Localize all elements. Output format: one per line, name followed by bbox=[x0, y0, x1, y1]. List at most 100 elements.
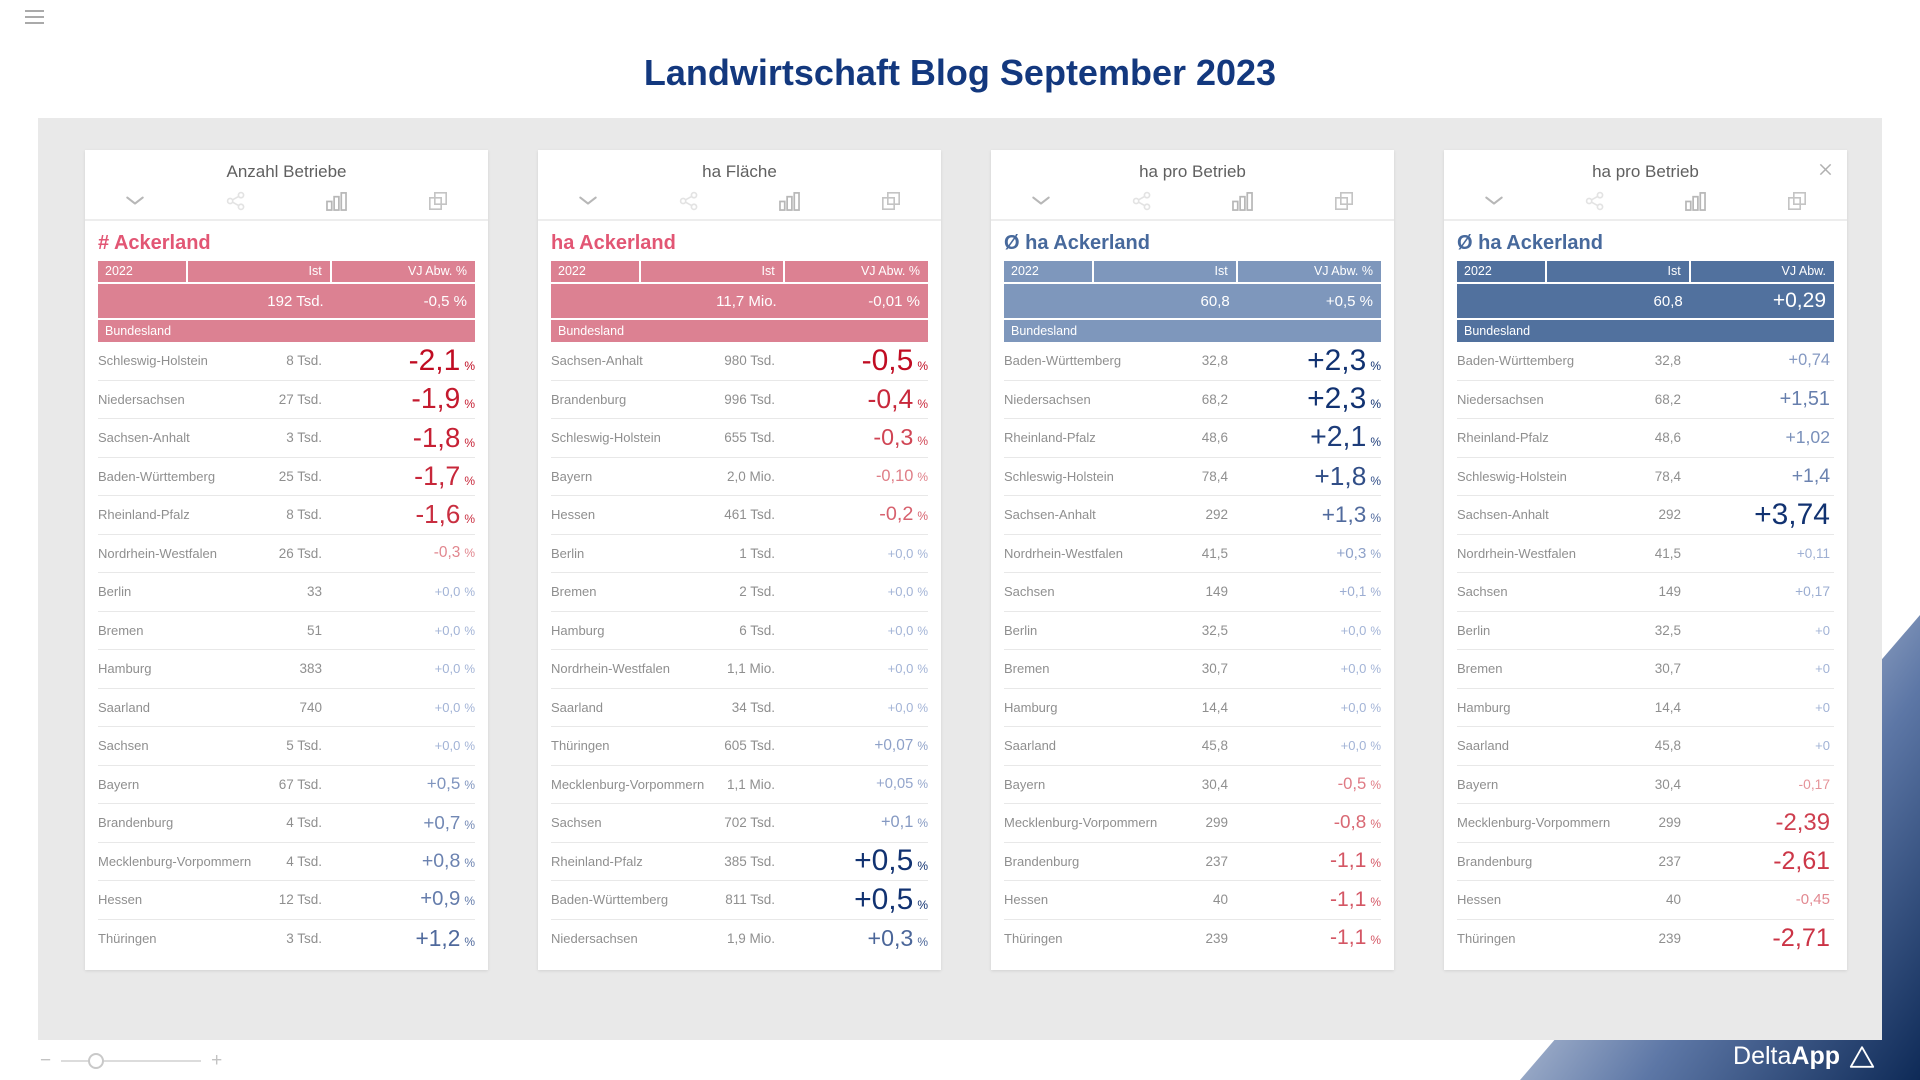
table-row[interactable]: Sachsen 702 Tsd. +0,1 % bbox=[551, 803, 928, 842]
chevron-down-icon[interactable] bbox=[1483, 195, 1505, 207]
table-row[interactable]: Bremen 2 Tsd. +0,0 % bbox=[551, 572, 928, 611]
table-row[interactable]: Bayern 67 Tsd. +0,5 % bbox=[98, 764, 475, 804]
table-row[interactable]: Schleswig-Holstein 78,4 +1,4 bbox=[1457, 456, 1834, 496]
table-row[interactable]: Brandenburg 237 -1,1 % bbox=[1004, 841, 1381, 881]
table-row[interactable]: Niedersachsen 1,9 Mio. +0,3 % bbox=[551, 918, 928, 958]
zoom-out-icon[interactable]: − bbox=[40, 1050, 52, 1071]
table-row[interactable]: Rheinland-Pfalz 385 Tsd. +0,5 % bbox=[551, 841, 928, 881]
table-row[interactable]: Schleswig-Holstein 78,4 +1,8 % bbox=[1004, 456, 1381, 496]
table-row[interactable]: Brandenburg 237 -2,61 bbox=[1457, 841, 1834, 881]
table-row[interactable]: Hamburg 383 +0,0 % bbox=[98, 649, 475, 688]
col-header-year[interactable]: 2022 bbox=[1457, 261, 1546, 282]
table-row[interactable]: Hessen 40 -0,45 bbox=[1457, 880, 1834, 919]
copy-windows-icon[interactable] bbox=[428, 191, 448, 211]
table-row[interactable]: Hamburg 14,4 +0 bbox=[1457, 687, 1834, 727]
column-chart-icon[interactable] bbox=[1231, 191, 1254, 211]
table-row[interactable]: Hessen 12 Tsd. +0,9 % bbox=[98, 880, 475, 919]
table-row[interactable]: Rheinland-Pfalz 48,6 +2,1 % bbox=[1004, 418, 1381, 457]
col-header-year[interactable]: 2022 bbox=[98, 261, 187, 282]
table-row[interactable]: Saarland 34 Tsd. +0,0 % bbox=[551, 687, 928, 727]
table-row[interactable]: Hessen 461 Tsd. -0,2 % bbox=[551, 495, 928, 534]
group-header[interactable]: Bundesland bbox=[1004, 320, 1381, 342]
share-icon[interactable] bbox=[679, 191, 699, 211]
table-row[interactable]: Sachsen 149 +0,17 bbox=[1457, 572, 1834, 611]
col-header-year[interactable]: 2022 bbox=[1004, 261, 1093, 282]
table-row[interactable]: Baden-Württemberg 32,8 +0,74 bbox=[1457, 342, 1834, 380]
table-row[interactable]: Berlin 32,5 +0,0 % bbox=[1004, 610, 1381, 650]
zoom-slider[interactable]: − + bbox=[40, 1050, 223, 1071]
table-row[interactable]: Bremen 30,7 +0 bbox=[1457, 649, 1834, 688]
table-row[interactable]: Sachsen-Anhalt 292 +1,3 % bbox=[1004, 495, 1381, 534]
copy-windows-icon[interactable] bbox=[1334, 191, 1354, 211]
col-header-ist[interactable]: Ist bbox=[1094, 261, 1236, 282]
table-row[interactable]: Rheinland-Pfalz 48,6 +1,02 bbox=[1457, 418, 1834, 457]
table-row[interactable]: Thüringen 3 Tsd. +1,2 % bbox=[98, 918, 475, 958]
group-header[interactable]: Bundesland bbox=[1457, 320, 1834, 342]
column-chart-icon[interactable] bbox=[325, 191, 348, 211]
table-row[interactable]: Berlin 32,5 +0 bbox=[1457, 610, 1834, 650]
table-row[interactable]: Thüringen 605 Tsd. +0,07 % bbox=[551, 726, 928, 765]
table-row[interactable]: Sachsen 149 +0,1 % bbox=[1004, 572, 1381, 611]
group-header[interactable]: Bundesland bbox=[551, 320, 928, 342]
table-row[interactable]: Mecklenburg-Vorpommern 1,1 Mio. +0,05 % bbox=[551, 764, 928, 804]
col-header-dev[interactable]: VJ Abw. % bbox=[1237, 261, 1381, 282]
table-row[interactable]: Thüringen 239 -2,71 bbox=[1457, 918, 1834, 958]
col-header-dev[interactable]: VJ Abw. bbox=[1690, 261, 1834, 282]
chevron-down-icon[interactable] bbox=[124, 195, 146, 207]
table-row[interactable]: Schleswig-Holstein 655 Tsd. -0,3 % bbox=[551, 418, 928, 457]
table-row[interactable]: Hamburg 14,4 +0,0 % bbox=[1004, 687, 1381, 727]
table-row[interactable]: Sachsen 5 Tsd. +0,0 % bbox=[98, 726, 475, 765]
table-row[interactable]: Nordrhein-Westfalen 26 Tsd. -0,3 % bbox=[98, 533, 475, 573]
table-row[interactable]: Sachsen-Anhalt 3 Tsd. -1,8 % bbox=[98, 418, 475, 457]
col-header-dev[interactable]: VJ Abw. % bbox=[784, 261, 928, 282]
table-row[interactable]: Berlin 1 Tsd. +0,0 % bbox=[551, 533, 928, 573]
table-row[interactable]: Niedersachsen 68,2 +2,3 % bbox=[1004, 379, 1381, 419]
col-header-dev[interactable]: VJ Abw. % bbox=[331, 261, 475, 282]
chevron-down-icon[interactable] bbox=[577, 195, 599, 207]
chevron-down-icon[interactable] bbox=[1030, 195, 1052, 207]
table-row[interactable]: Saarland 740 +0,0 % bbox=[98, 687, 475, 727]
zoom-slider-handle[interactable] bbox=[88, 1053, 105, 1069]
col-header-ist[interactable]: Ist bbox=[641, 261, 783, 282]
table-row[interactable]: Berlin 33 +0,0 % bbox=[98, 572, 475, 611]
copy-windows-icon[interactable] bbox=[881, 191, 901, 211]
table-row[interactable]: Niedersachsen 68,2 +1,51 bbox=[1457, 379, 1834, 419]
table-row[interactable]: Nordrhein-Westfalen 41,5 +0,11 bbox=[1457, 533, 1834, 573]
table-row[interactable]: Baden-Württemberg 811 Tsd. +0,5 % bbox=[551, 880, 928, 919]
column-chart-icon[interactable] bbox=[1684, 191, 1707, 211]
table-row[interactable]: Bayern 30,4 -0,17 bbox=[1457, 764, 1834, 804]
table-row[interactable]: Baden-Württemberg 32,8 +2,3 % bbox=[1004, 342, 1381, 380]
group-header[interactable]: Bundesland bbox=[98, 320, 475, 342]
col-header-ist[interactable]: Ist bbox=[1547, 261, 1689, 282]
zoom-slider-track[interactable] bbox=[61, 1053, 202, 1069]
table-row[interactable]: Niedersachsen 27 Tsd. -1,9 % bbox=[98, 379, 475, 419]
col-header-year[interactable]: 2022 bbox=[551, 261, 640, 282]
menu-icon[interactable] bbox=[25, 10, 44, 26]
table-row[interactable]: Hamburg 6 Tsd. +0,0 % bbox=[551, 610, 928, 650]
table-row[interactable]: Mecklenburg-Vorpommern 299 -2,39 bbox=[1457, 803, 1834, 842]
table-row[interactable]: Bremen 51 +0,0 % bbox=[98, 610, 475, 650]
table-row[interactable]: Schleswig-Holstein 8 Tsd. -2,1 % bbox=[98, 342, 475, 380]
table-row[interactable]: Saarland 45,8 +0,0 % bbox=[1004, 726, 1381, 765]
table-row[interactable]: Saarland 45,8 +0 bbox=[1457, 726, 1834, 765]
table-row[interactable]: Sachsen-Anhalt 292 +3,74 bbox=[1457, 495, 1834, 534]
table-row[interactable]: Bayern 30,4 -0,5 % bbox=[1004, 764, 1381, 804]
table-row[interactable]: Rheinland-Pfalz 8 Tsd. -1,6 % bbox=[98, 495, 475, 534]
close-icon[interactable] bbox=[1816, 160, 1835, 179]
table-row[interactable]: Thüringen 239 -1,1 % bbox=[1004, 918, 1381, 958]
table-row[interactable]: Bayern 2,0 Mio. -0,10 % bbox=[551, 456, 928, 496]
table-row[interactable]: Hessen 40 -1,1 % bbox=[1004, 880, 1381, 919]
share-icon[interactable] bbox=[1585, 191, 1605, 211]
share-icon[interactable] bbox=[1132, 191, 1152, 211]
table-row[interactable]: Mecklenburg-Vorpommern 299 -0,8 % bbox=[1004, 803, 1381, 842]
table-row[interactable]: Brandenburg 996 Tsd. -0,4 % bbox=[551, 379, 928, 419]
table-row[interactable]: Baden-Württemberg 25 Tsd. -1,7 % bbox=[98, 456, 475, 496]
col-header-ist[interactable]: Ist bbox=[188, 261, 330, 282]
copy-windows-icon[interactable] bbox=[1787, 191, 1807, 211]
table-row[interactable]: Bremen 30,7 +0,0 % bbox=[1004, 649, 1381, 688]
table-row[interactable]: Mecklenburg-Vorpommern 4 Tsd. +0,8 % bbox=[98, 841, 475, 881]
table-row[interactable]: Brandenburg 4 Tsd. +0,7 % bbox=[98, 803, 475, 842]
table-row[interactable]: Nordrhein-Westfalen 41,5 +0,3 % bbox=[1004, 533, 1381, 573]
table-row[interactable]: Sachsen-Anhalt 980 Tsd. -0,5 % bbox=[551, 342, 928, 380]
zoom-in-icon[interactable]: + bbox=[211, 1050, 223, 1071]
